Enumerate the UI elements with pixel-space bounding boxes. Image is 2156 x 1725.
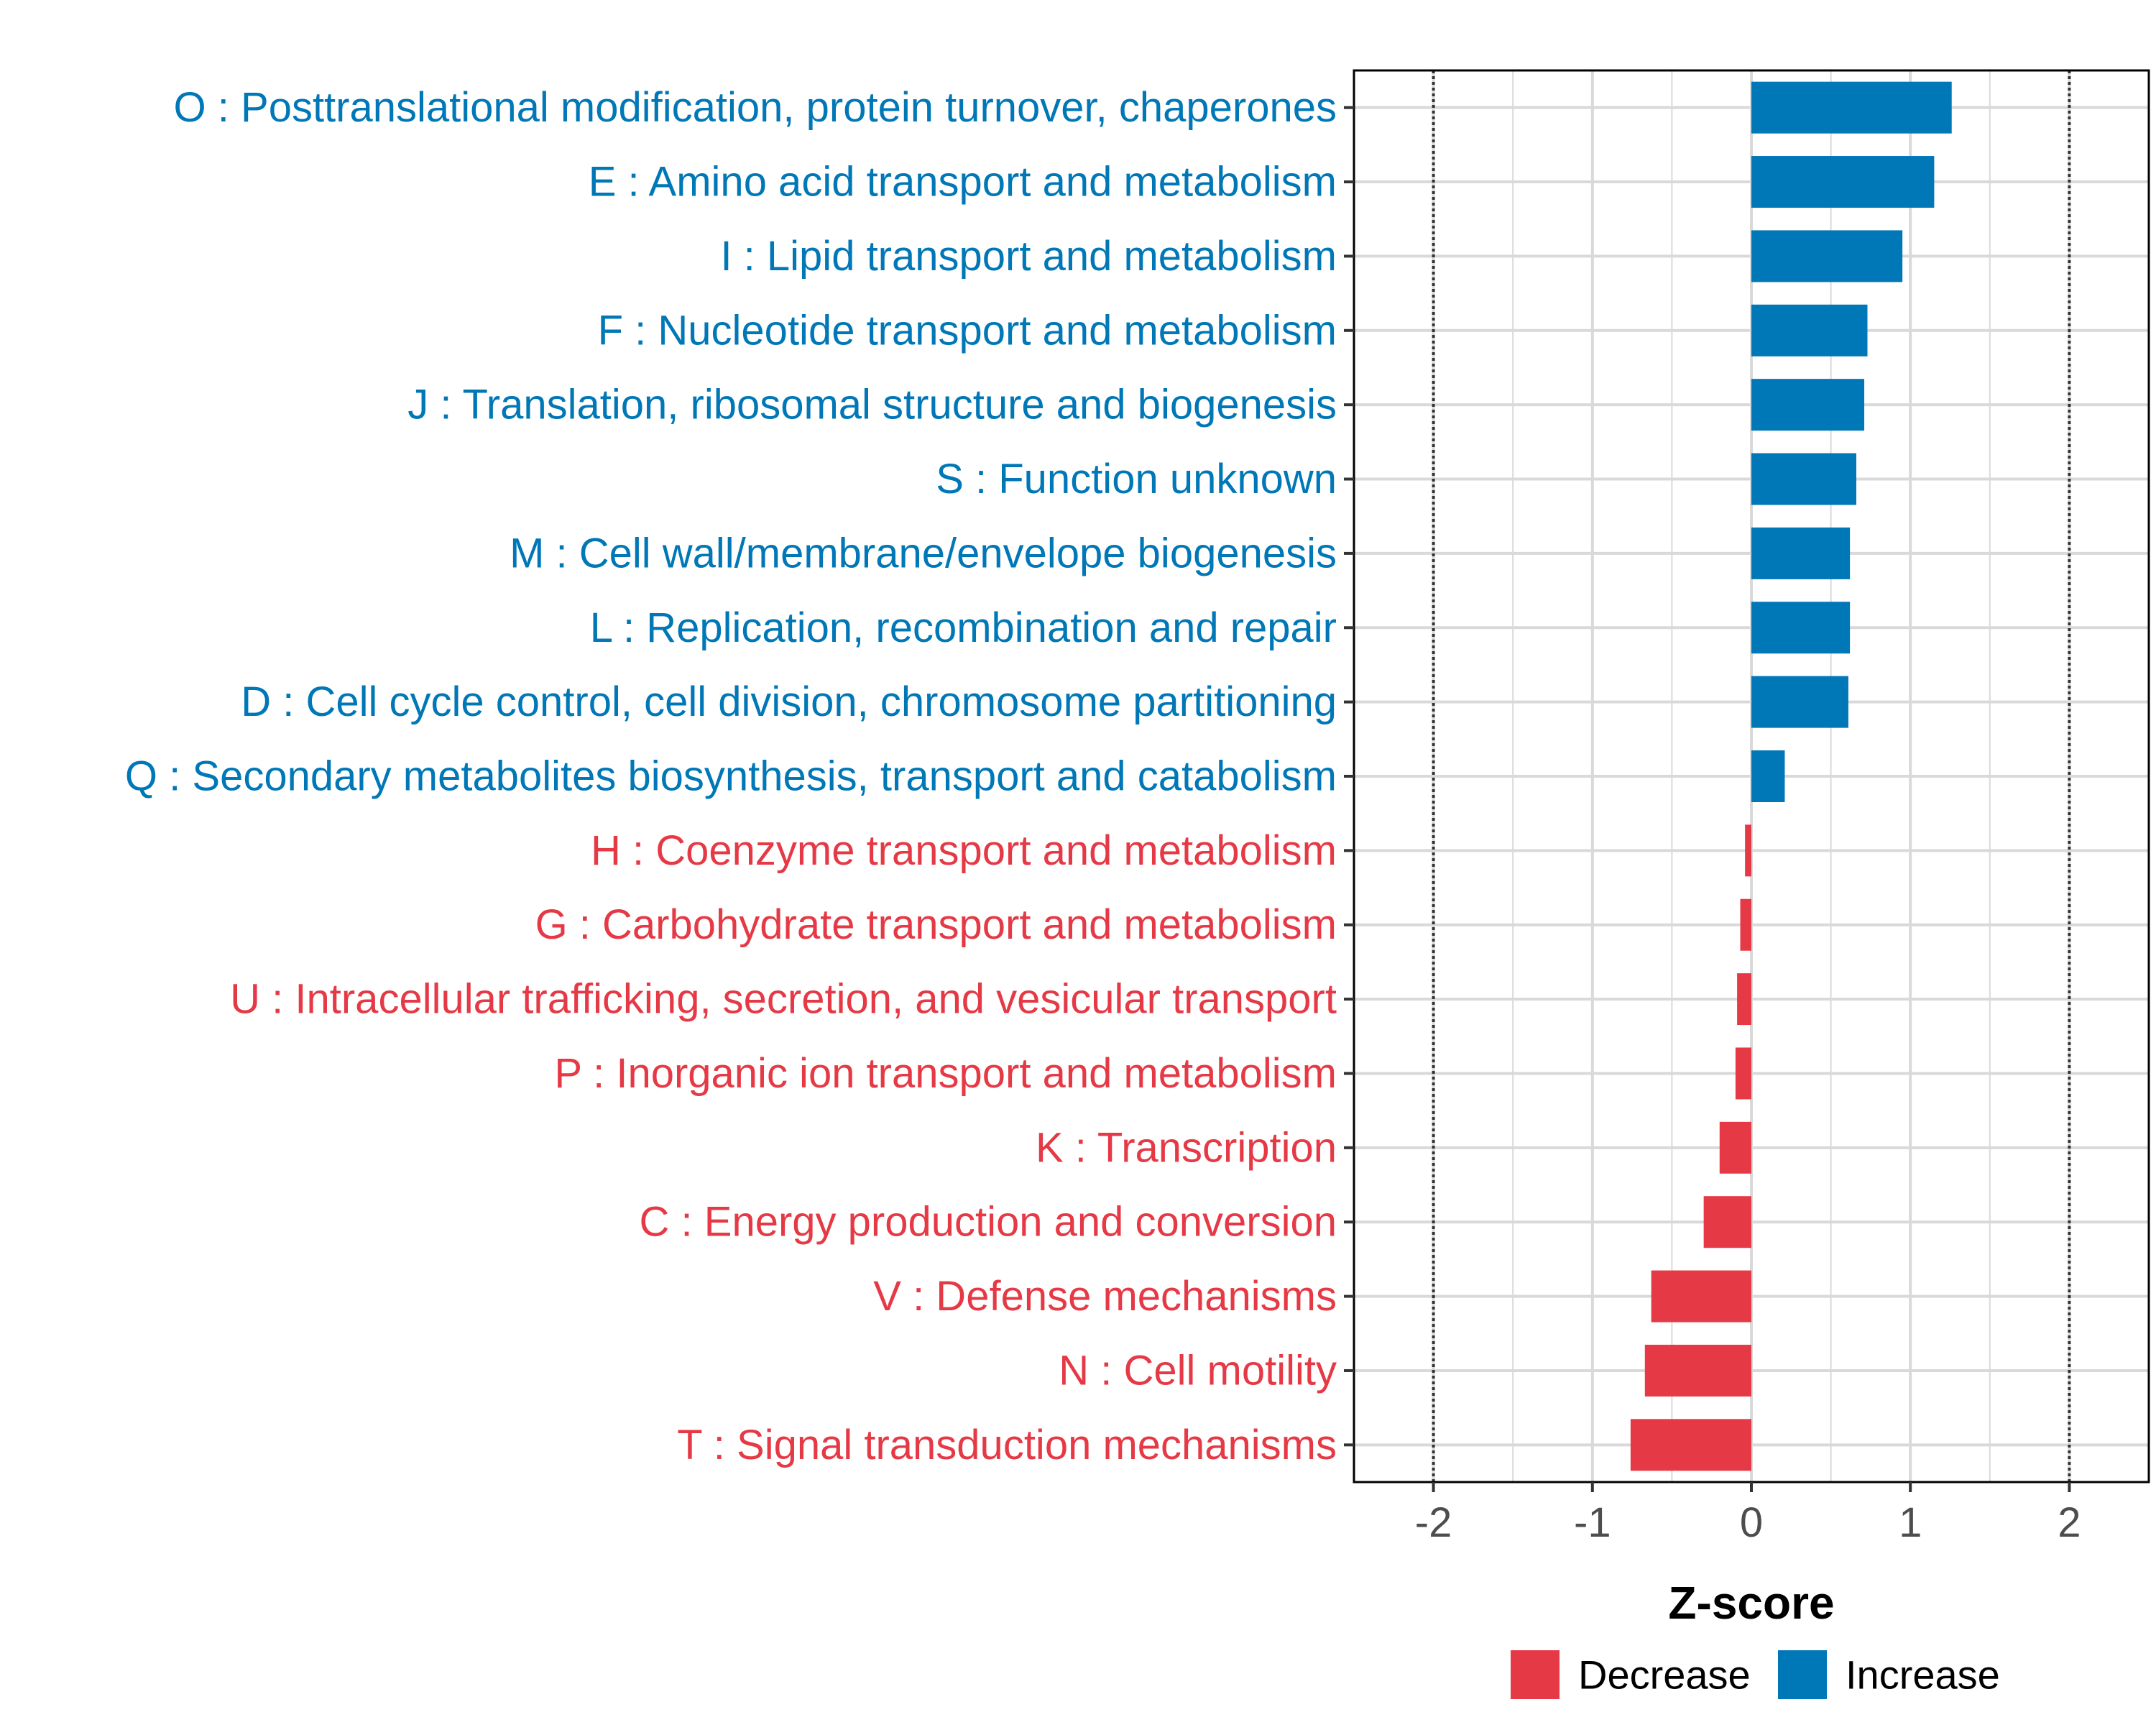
category-label: H : Coenzyme transport and metabolism	[591, 827, 1337, 874]
y-axis-category-labels: O : Posttranslational modification, prot…	[125, 84, 1337, 1468]
category-label: J : Translation, ribosomal structure and…	[407, 382, 1337, 428]
category-label: F : Nucleotide transport and metabolism	[598, 307, 1337, 354]
category-label: S : Function unknown	[936, 456, 1337, 502]
category-label: K : Transcription	[1036, 1124, 1337, 1171]
bar	[1630, 1419, 1751, 1471]
legend-label-decrease: Decrease	[1578, 1652, 1751, 1698]
bar	[1751, 602, 1851, 654]
x-tick-label: -1	[1574, 1499, 1611, 1546]
bar	[1751, 676, 1848, 728]
category-label: L : Replication, recombination and repai…	[590, 604, 1337, 651]
legend-key-decrease	[1511, 1650, 1560, 1699]
bar	[1751, 156, 1935, 208]
category-label: M : Cell wall/membrane/envelope biogenes…	[510, 530, 1337, 576]
bars	[1630, 81, 1952, 1471]
x-axis-ticks: -2 -1 0 1 2	[1415, 1482, 2081, 1546]
category-label: I : Lipid transport and metabolism	[720, 233, 1337, 280]
bar	[1751, 379, 1865, 431]
bar	[1751, 453, 1856, 505]
y-axis-ticks	[1344, 106, 1354, 1447]
bar	[1751, 81, 1952, 134]
category-label: N : Cell motility	[1059, 1347, 1337, 1394]
bar	[1737, 973, 1751, 1026]
category-label: C : Energy production and conversion	[640, 1199, 1337, 1246]
bar	[1644, 1344, 1751, 1397]
bar	[1745, 824, 1751, 877]
bar	[1751, 750, 1785, 802]
bar	[1751, 304, 1868, 356]
category-label: E : Amino acid transport and metabolism	[589, 159, 1337, 206]
x-tick-label: 1	[1899, 1499, 1922, 1546]
x-tick-label: 0	[1740, 1499, 1763, 1546]
category-label: P : Inorganic ion transport and metaboli…	[554, 1050, 1337, 1097]
category-label: D : Cell cycle control, cell division, c…	[241, 678, 1337, 725]
category-label: V : Defense mechanisms	[873, 1273, 1337, 1320]
x-tick-label: -2	[1415, 1499, 1452, 1546]
bar	[1703, 1196, 1751, 1248]
category-label: O : Posttranslational modification, prot…	[174, 84, 1337, 131]
x-tick-label: 2	[2058, 1499, 2081, 1546]
x-axis-title: Z-score	[1668, 1577, 1834, 1629]
legend-key-increase	[1778, 1650, 1827, 1699]
bar	[1735, 1047, 1751, 1100]
bar	[1740, 898, 1751, 951]
bar	[1651, 1270, 1751, 1322]
legend: Decrease Increase	[1511, 1650, 2000, 1699]
legend-label-increase: Increase	[1846, 1652, 2000, 1698]
bar	[1751, 230, 1903, 282]
category-label: Q : Secondary metabolites biosynthesis, …	[125, 753, 1337, 800]
category-label: G : Carbohydrate transport and metabolis…	[535, 901, 1337, 948]
category-label: T : Signal transduction mechanisms	[677, 1422, 1337, 1468]
bar	[1751, 527, 1851, 579]
bar	[1719, 1121, 1751, 1174]
category-label: U : Intracellular trafficking, secretion…	[230, 976, 1337, 1023]
